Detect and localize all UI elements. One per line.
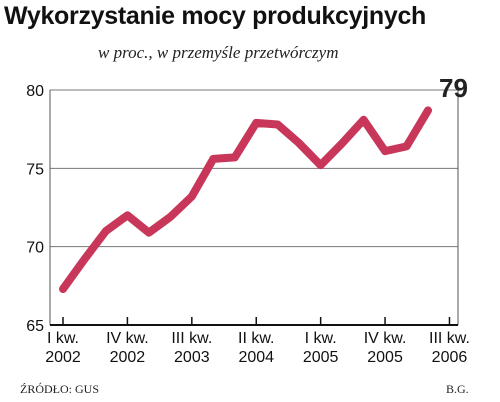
data-point [403,142,411,150]
data-point [80,255,88,263]
y-tick-label: 65 [26,318,44,335]
data-point [424,106,432,114]
chart-subtitle: w proc., w przemyśle przetwórczym [98,43,339,62]
x-tick-label-year: 2003 [174,349,210,366]
chart-title: Wykorzystanie mocy produkcyjnych [4,2,427,30]
series-line [59,106,432,293]
data-point [123,211,131,219]
x-tick-label-quarter: II kw. [238,330,274,347]
x-tick-label-quarter: III kw. [171,330,212,347]
x-tick-label-year: 2005 [367,349,403,366]
data-point [209,155,217,163]
x-tick-label-year: 2004 [238,349,274,366]
y-tick-label: 80 [26,83,44,100]
data-point [59,285,67,293]
y-tick-label: 75 [26,161,44,178]
data-point [145,229,153,237]
data-point [360,116,368,124]
x-tick-label-year: 2005 [303,349,339,366]
data-point [274,120,282,128]
data-point [338,139,346,147]
source-note: ŹRÓDŁO: GUS [20,382,100,396]
data-point [252,119,260,127]
data-point [317,161,325,169]
data-point [231,153,239,161]
data-point [188,193,196,201]
x-tick-label-quarter: IV kw. [364,330,407,347]
x-tick-label-year: 2002 [110,349,146,366]
data-point [295,139,303,147]
x-tick-label-year: 2002 [45,349,81,366]
x-tick-label-quarter: III kw. [429,330,470,347]
data-point [381,147,389,155]
x-tick-label-quarter: IV kw. [106,330,149,347]
line-chart: 65 70 75 80 I kw. 2002 IV kw. 2002 III kw. 2003 II… [26,73,470,366]
data-point [166,213,174,221]
author-credit: B.G. [446,382,469,396]
x-tick-label-year: 2006 [432,349,468,366]
x-tick-label-quarter: I kw. [47,330,79,347]
y-tick-label: 70 [26,240,44,257]
last-value-annotation: 79 [439,73,468,103]
x-tick-label-quarter: I kw. [305,330,337,347]
data-point [102,227,110,235]
